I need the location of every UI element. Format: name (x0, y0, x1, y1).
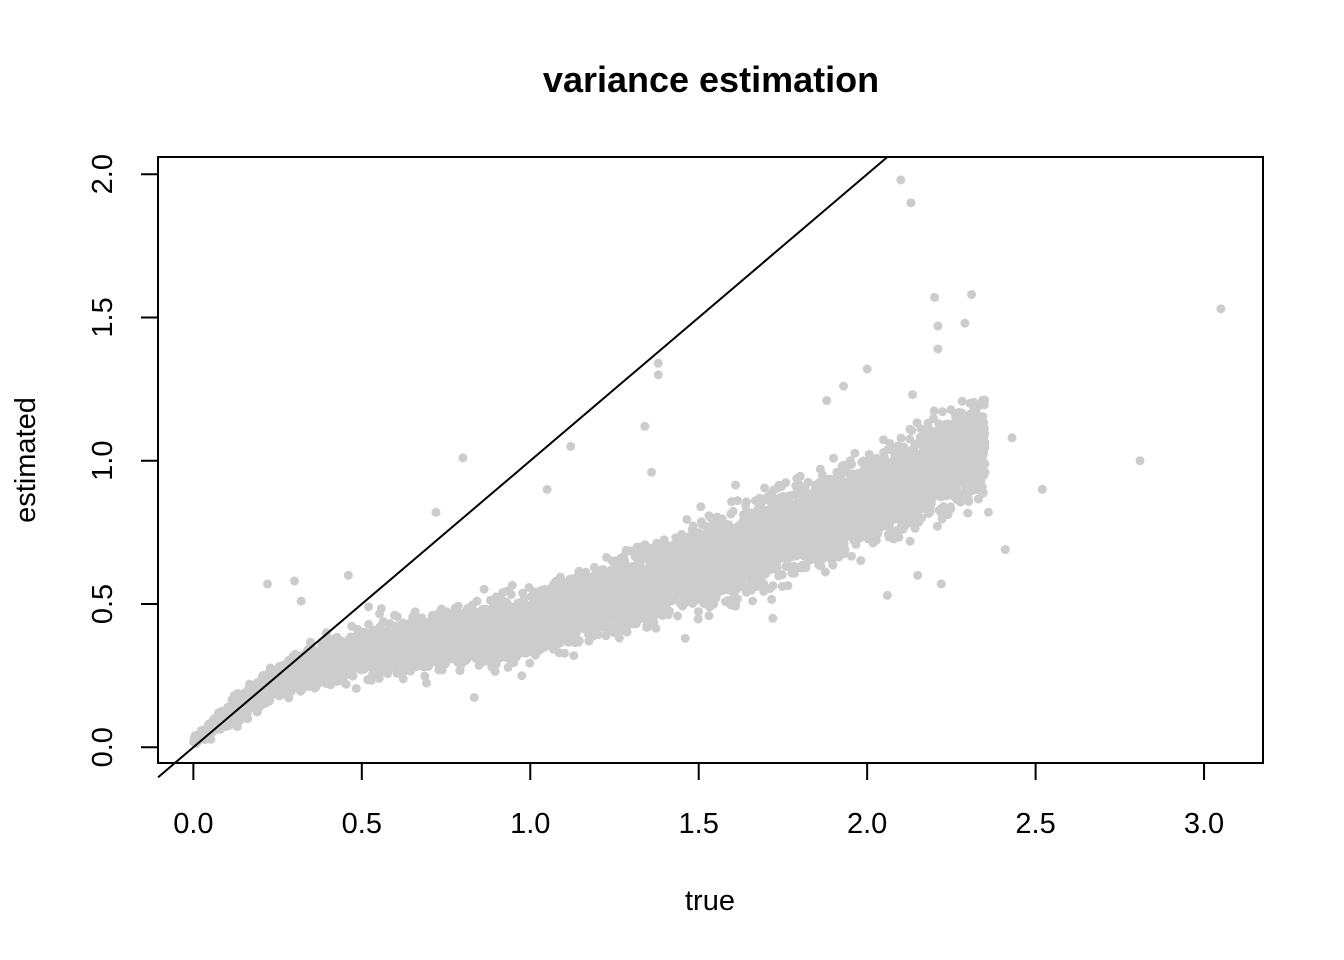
data-point (731, 480, 740, 490)
data-point (479, 584, 489, 594)
data-point (905, 536, 915, 546)
data-point (845, 456, 855, 466)
chart-title: variance estimation (543, 59, 879, 100)
data-point (696, 502, 706, 512)
data-point (907, 426, 917, 436)
data-point (678, 538, 688, 548)
data-point (364, 619, 374, 629)
data-point (767, 594, 777, 604)
data-point (284, 693, 294, 703)
data-point (856, 556, 866, 566)
data-point (748, 596, 758, 606)
data-point (488, 601, 498, 611)
data-point (682, 515, 692, 524)
data-point (526, 592, 536, 602)
data-point (937, 514, 947, 524)
data-point (912, 418, 922, 428)
data-point (742, 497, 751, 507)
data-point (929, 406, 939, 416)
data-point (673, 611, 683, 621)
data-point (934, 419, 944, 429)
data-point (704, 611, 714, 621)
data-point (422, 678, 431, 688)
scatter-points (189, 175, 1226, 749)
data-point (973, 494, 983, 504)
data-point (815, 464, 825, 474)
data-point (374, 673, 384, 683)
data-point (503, 662, 513, 672)
data-point (905, 434, 915, 444)
data-point (847, 551, 856, 561)
data-point (937, 407, 947, 417)
data-point (850, 448, 860, 458)
data-point (760, 483, 770, 493)
data-point (569, 651, 579, 661)
data-point (956, 497, 965, 507)
data-point (602, 552, 611, 562)
data-point (584, 636, 594, 646)
data-point (712, 512, 722, 522)
data-point (693, 614, 703, 624)
data-point (351, 683, 361, 693)
data-point (420, 671, 430, 681)
